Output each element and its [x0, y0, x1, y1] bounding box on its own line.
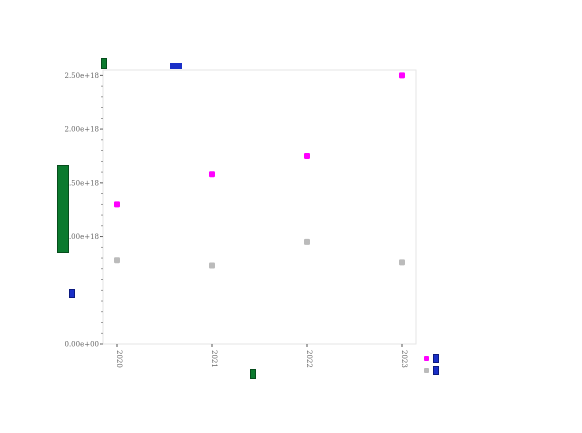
data-point-series-1	[209, 171, 215, 178]
legend-marker-series-2	[424, 367, 429, 373]
data-point-series-1	[304, 152, 310, 159]
data-point-series-1	[114, 201, 120, 208]
data-point-series-1	[399, 72, 405, 79]
y-tick-label: 2.00e+18	[64, 126, 99, 134]
y-axis-label	[57, 165, 69, 253]
data-marks	[114, 72, 405, 269]
x-tick-label: 2020	[115, 350, 123, 368]
chart-title	[101, 58, 107, 69]
y-tick-label: 1.50e+18	[64, 179, 99, 187]
data-point-series-2	[399, 259, 405, 266]
y-axis-annotation	[69, 289, 75, 298]
legend-item-series-1	[424, 352, 439, 364]
plot-area	[102, 69, 417, 345]
x-axis-label	[250, 369, 256, 379]
legend	[424, 352, 439, 376]
data-point-series-2	[209, 262, 215, 269]
data-point-series-2	[304, 238, 310, 245]
legend-item-series-2	[424, 364, 439, 376]
axes: 0.00e+00 1.00e+18 1.50e+18 2.00e+18 2.50e+18…	[64, 72, 408, 368]
legend-marker-series-1	[424, 355, 429, 361]
x-tick-label: 2021	[210, 350, 218, 368]
legend-label-series-1	[433, 353, 439, 363]
y-tick-label: 0.00e+00	[64, 341, 99, 349]
y-tick-label: 2.50e+18	[64, 72, 99, 80]
legend-label-series-2	[433, 365, 439, 375]
y-tick-label: 1.00e+18	[64, 233, 99, 241]
x-tick-label: 2022	[305, 350, 313, 368]
x-tick-label: 2023	[400, 350, 408, 368]
chart-title-accent	[170, 63, 182, 69]
data-point-series-2	[114, 257, 120, 264]
